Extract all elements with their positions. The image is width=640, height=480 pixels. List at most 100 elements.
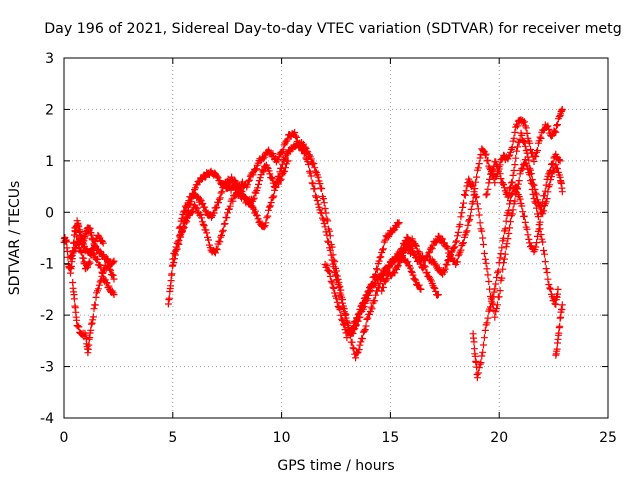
data-point bbox=[322, 209, 330, 217]
data-point bbox=[453, 232, 461, 240]
data-point bbox=[178, 214, 186, 222]
data-point bbox=[554, 285, 562, 293]
data-point bbox=[535, 225, 543, 233]
data-point bbox=[245, 177, 252, 185]
data-point bbox=[428, 245, 436, 253]
data-point bbox=[480, 241, 487, 248]
data-point bbox=[445, 256, 453, 264]
data-point bbox=[479, 234, 487, 242]
data-point bbox=[460, 199, 467, 207]
data-point bbox=[312, 167, 319, 175]
data-point bbox=[462, 187, 470, 195]
data-point bbox=[469, 198, 477, 206]
data-point bbox=[98, 237, 106, 245]
data-point bbox=[198, 214, 205, 222]
data-point bbox=[174, 238, 182, 246]
data-point bbox=[259, 155, 267, 163]
data-point bbox=[255, 180, 262, 188]
data-point bbox=[265, 167, 273, 175]
data-point bbox=[349, 324, 357, 332]
data-point bbox=[201, 203, 209, 211]
data-point bbox=[263, 214, 271, 222]
data-point bbox=[110, 291, 118, 299]
data-point bbox=[356, 305, 364, 313]
data-point bbox=[546, 284, 554, 292]
data-point bbox=[320, 199, 328, 207]
data-point bbox=[357, 338, 365, 346]
data-point bbox=[375, 257, 383, 265]
data-point bbox=[494, 269, 501, 277]
data-point bbox=[359, 298, 367, 306]
data-point bbox=[546, 181, 554, 189]
data-point bbox=[543, 195, 551, 203]
data-point bbox=[311, 164, 319, 172]
data-point bbox=[518, 131, 526, 139]
data-point bbox=[98, 272, 106, 280]
data-point bbox=[519, 208, 527, 216]
data-point bbox=[514, 122, 521, 130]
data-point bbox=[420, 262, 428, 270]
data-point bbox=[307, 172, 315, 180]
data-point bbox=[88, 249, 96, 257]
data-point bbox=[525, 235, 533, 243]
data-point bbox=[213, 203, 221, 211]
data-point bbox=[502, 217, 510, 225]
data-point bbox=[475, 364, 483, 372]
data-point bbox=[492, 280, 500, 288]
data-point bbox=[492, 308, 500, 316]
data-point bbox=[348, 338, 356, 346]
data-point bbox=[456, 221, 464, 228]
data-point bbox=[337, 311, 345, 319]
data-point bbox=[541, 250, 548, 258]
data-point bbox=[328, 279, 336, 287]
data-point bbox=[490, 288, 498, 296]
data-point bbox=[518, 202, 526, 210]
data-point bbox=[411, 275, 419, 283]
data-point bbox=[379, 245, 387, 253]
data-point bbox=[364, 314, 372, 322]
data-point bbox=[75, 323, 83, 331]
data-point bbox=[221, 220, 229, 228]
data-point bbox=[556, 157, 564, 165]
data-point bbox=[203, 229, 211, 237]
data-point bbox=[460, 191, 468, 199]
data-point bbox=[343, 334, 351, 342]
data-point bbox=[443, 261, 451, 269]
data-point bbox=[507, 179, 515, 187]
data-point bbox=[553, 345, 561, 353]
data-point bbox=[91, 301, 99, 309]
data-point bbox=[379, 284, 387, 291]
data-point bbox=[331, 289, 339, 297]
data-point bbox=[514, 143, 521, 151]
data-point bbox=[281, 167, 289, 175]
data-point bbox=[413, 242, 420, 250]
data-point bbox=[406, 264, 414, 272]
data-point bbox=[270, 192, 278, 200]
data-point bbox=[521, 142, 529, 150]
data-point bbox=[484, 185, 492, 193]
data-point bbox=[72, 227, 80, 235]
data-point bbox=[330, 284, 338, 292]
data-point bbox=[232, 178, 240, 186]
data-point bbox=[520, 212, 528, 220]
data-point bbox=[223, 214, 231, 222]
data-point bbox=[554, 121, 561, 129]
data-point bbox=[292, 132, 299, 140]
data-point bbox=[415, 248, 423, 256]
data-point bbox=[279, 146, 287, 154]
data-point bbox=[547, 176, 555, 184]
data-point bbox=[476, 360, 484, 368]
data-point bbox=[372, 291, 380, 299]
data-point bbox=[530, 158, 538, 165]
data-point bbox=[265, 203, 273, 211]
data-point bbox=[532, 153, 540, 160]
data-point bbox=[551, 128, 559, 135]
data-point bbox=[74, 238, 82, 246]
y-tick-label: -1 bbox=[40, 257, 54, 273]
data-point bbox=[251, 188, 259, 196]
data-point bbox=[249, 195, 257, 203]
data-point bbox=[217, 189, 225, 197]
data-point bbox=[360, 327, 368, 335]
data-point bbox=[501, 225, 509, 233]
